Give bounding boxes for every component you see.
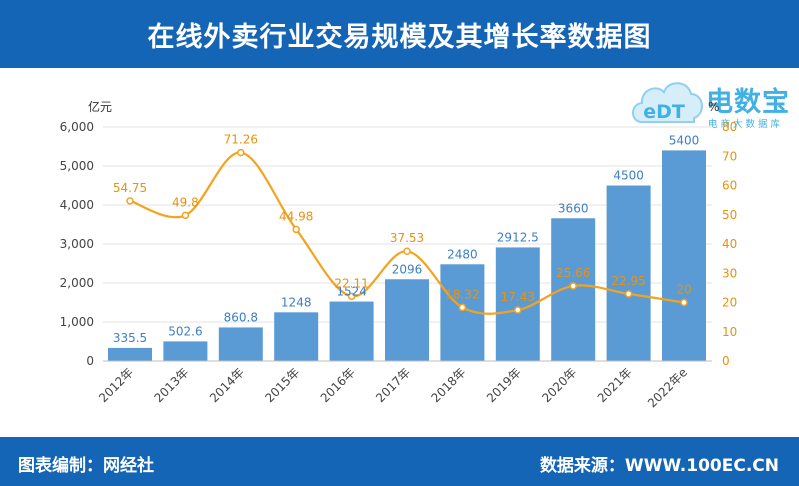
x-tick-label: 2013年	[152, 365, 192, 405]
bar-value-label: 1524	[336, 285, 367, 299]
bar	[329, 301, 374, 361]
left-tick-label: 0	[86, 354, 94, 368]
line-value-label: 17.43	[501, 290, 535, 304]
data-labels: 335.5 502.6 860.8 1248 1524 2096 2480 2912.5 366…	[113, 133, 699, 345]
bar-value-label: 2912.5	[497, 230, 539, 244]
bar	[163, 341, 208, 361]
chart-title: 在线外卖行业交易规模及其增长率数据图	[147, 21, 652, 53]
logo-mark: eDT	[643, 101, 685, 123]
bar-value-label: 502.6	[168, 324, 202, 338]
cloud-logo-icon: eDT	[632, 82, 703, 123]
left-axis-unit: 亿元	[88, 99, 112, 114]
left-tick-label: 2,000	[60, 276, 94, 290]
line-point	[181, 211, 190, 220]
bar	[606, 185, 651, 361]
logo-name: 电数宝	[706, 87, 790, 118]
line-value-label: 71.26	[224, 133, 258, 147]
right-tick-label: 60	[722, 179, 737, 193]
line-point	[237, 148, 245, 157]
x-tick-label: 2018年	[429, 365, 469, 405]
x-tick-label: 2022年e	[645, 365, 690, 410]
right-tick-label: 30	[722, 266, 737, 280]
right-axis-unit: %	[708, 100, 719, 114]
x-tick-label: 2012年	[96, 365, 136, 405]
logo-tagline: 电商大数据库	[708, 119, 784, 130]
bar-value-label: 1248	[281, 295, 312, 309]
line-value-label: 37.53	[390, 231, 424, 245]
line-series	[126, 148, 688, 315]
line-point	[680, 298, 688, 307]
line-point	[624, 290, 633, 298]
chart-plot: 335.5 502.6 860.8 1248 1524 2096 2480 2912.5 366…	[60, 99, 738, 410]
left-tick-label: 5,000	[60, 159, 94, 173]
chart-footer: 图表编制：网经社 数据来源：WWW.100EC.CN	[0, 437, 799, 486]
bar-value-label: 335.5	[113, 331, 147, 345]
x-tick-label: 2019年	[484, 365, 524, 405]
line-point	[126, 197, 134, 205]
line-value-label: 25.66	[556, 266, 590, 280]
right-tick-label: 20	[722, 296, 737, 310]
edt-logo: eDT 电数宝 电商大数据库	[628, 72, 793, 134]
left-tick-label: 1,000	[60, 315, 94, 329]
line-point	[292, 225, 300, 234]
x-tick-label: 2016年	[318, 365, 358, 405]
line-value-label: 44.98	[279, 209, 313, 223]
x-tick-label: 2020年	[539, 365, 579, 405]
right-tick-label: 80	[722, 120, 737, 134]
x-tick-label: 2021年	[595, 365, 635, 405]
bar	[662, 150, 706, 361]
bar-series	[108, 150, 706, 361]
right-tick-label: 10	[722, 325, 737, 339]
line-point	[458, 303, 467, 312]
line-value-label: 49.8	[172, 195, 199, 209]
chart-header: 在线外卖行业交易规模及其增长率数据图	[0, 0, 799, 68]
line-point	[403, 247, 411, 255]
footer-source: 数据来源：WWW.100EC.CN	[539, 456, 779, 476]
right-tick-label: 50	[722, 208, 737, 222]
bar-value-label: 2480	[447, 247, 478, 261]
right-tick-label: 0	[722, 354, 730, 368]
line-value-label: 22.95	[611, 274, 645, 288]
line-point	[347, 292, 356, 301]
x-tick-label: 2015年	[262, 365, 302, 405]
line-value-label: 54.75	[113, 181, 147, 195]
bar	[385, 279, 429, 361]
line-value-label: 20	[676, 283, 691, 297]
left-tick-label: 3,000	[60, 237, 94, 251]
line-value-label: 18.32	[445, 287, 479, 301]
x-tick-label: 2017年	[373, 365, 413, 405]
bar	[108, 347, 152, 361]
bar-value-label: 860.8	[224, 310, 258, 324]
right-tick-label: 70	[722, 149, 737, 163]
bar	[218, 327, 263, 361]
footer-credit: 图表编制：网经社	[18, 456, 154, 476]
bar	[274, 312, 319, 361]
left-tick-label: 6,000	[60, 120, 94, 134]
bar-value-label: 5400	[669, 133, 700, 147]
line-point	[569, 282, 577, 290]
right-tick-label: 40	[722, 237, 737, 251]
x-tick-label: 2014年	[207, 365, 247, 405]
bar-value-label: 4500	[613, 169, 644, 183]
bar-value-label: 3660	[558, 201, 589, 215]
left-tick-label: 4,000	[60, 198, 94, 212]
line-value-label: 22.11	[334, 276, 368, 290]
bar-value-label: 2096	[392, 262, 423, 276]
line-point	[514, 306, 522, 314]
